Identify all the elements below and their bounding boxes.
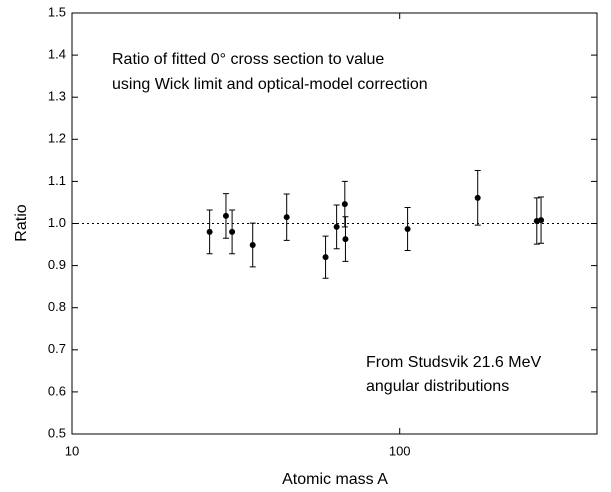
data-point bbox=[322, 254, 329, 261]
data-point bbox=[404, 225, 411, 232]
y-tick-label: 0.6 bbox=[48, 383, 66, 398]
data-point bbox=[341, 201, 348, 208]
y-tick-label: 0.5 bbox=[48, 425, 66, 440]
annotation: angular distributions bbox=[366, 378, 509, 395]
data-point bbox=[342, 236, 349, 243]
data-point bbox=[222, 212, 229, 219]
annotation: using Wick limit and optical-model corre… bbox=[112, 76, 428, 93]
y-tick-label: 1.5 bbox=[48, 4, 66, 19]
annotation: Ratio of fitted 0° cross section to valu… bbox=[112, 51, 384, 68]
y-tick-label: 1.1 bbox=[48, 173, 66, 188]
data-point bbox=[538, 217, 545, 224]
data-point bbox=[333, 223, 340, 230]
data-point bbox=[283, 214, 290, 221]
data-point bbox=[229, 228, 236, 235]
x-axis-label: Atomic mass A bbox=[282, 471, 388, 488]
y-tick-label: 0.8 bbox=[48, 299, 66, 314]
y-tick-label: 0.9 bbox=[48, 257, 66, 272]
annotation: From Studsvik 21.6 MeV bbox=[366, 354, 542, 371]
y-tick-label: 0.7 bbox=[48, 341, 66, 356]
y-axis-label: Ratio bbox=[13, 204, 30, 241]
data-point bbox=[474, 194, 481, 201]
x-tick-label: 100 bbox=[389, 443, 411, 458]
x-tick-label: 10 bbox=[65, 443, 79, 458]
data-point bbox=[206, 228, 213, 235]
y-tick-label: 1.4 bbox=[48, 47, 66, 62]
y-tick-label: 1.0 bbox=[48, 215, 66, 230]
data-point bbox=[249, 241, 256, 248]
y-tick-label: 1.2 bbox=[48, 131, 66, 146]
y-tick-label: 1.3 bbox=[48, 89, 66, 104]
